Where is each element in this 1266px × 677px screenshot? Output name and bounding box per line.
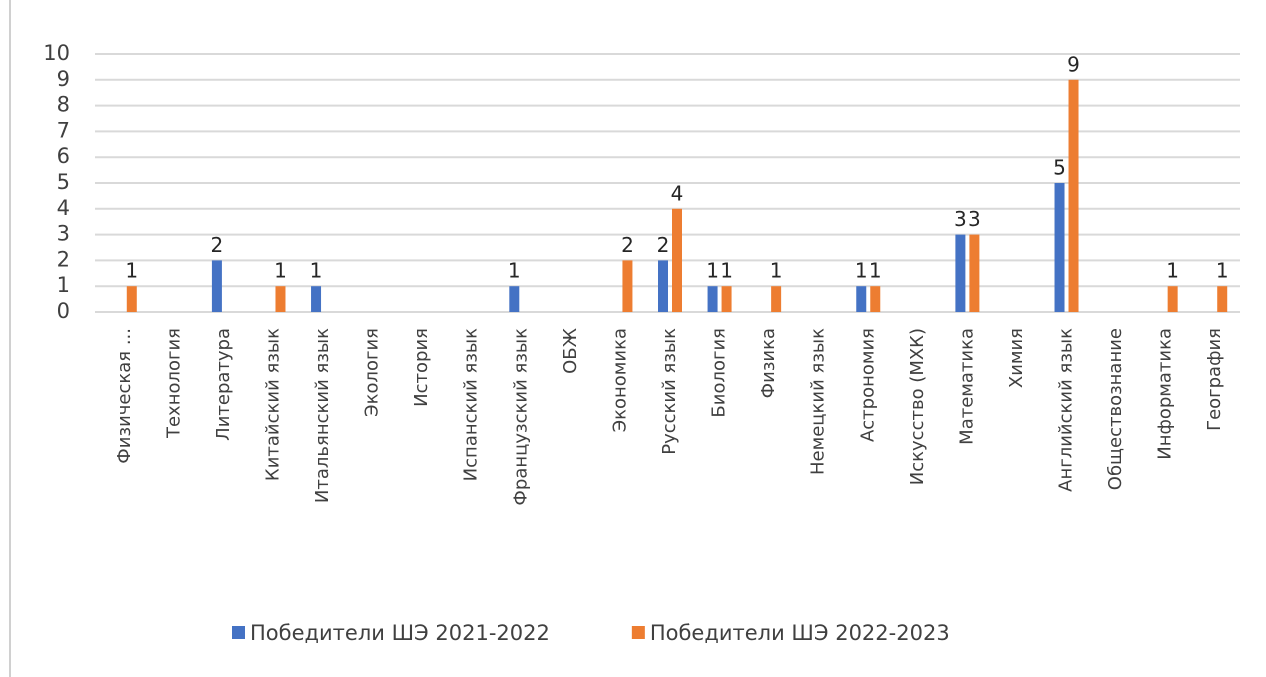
legend-swatch — [631, 626, 645, 639]
x-tick-label: Экология — [362, 328, 383, 417]
y-tick-label: 10 — [43, 41, 70, 65]
bar — [658, 260, 668, 312]
data-label: 4 — [671, 181, 684, 205]
bar — [275, 286, 286, 312]
x-tick-label: География — [1204, 328, 1225, 431]
data-label: 1 — [310, 259, 323, 283]
x-tick-label: Информатика — [1155, 328, 1176, 460]
y-tick-label: 8 — [57, 93, 70, 117]
bar — [211, 260, 222, 312]
data-label: 2 — [621, 233, 634, 257]
x-tick-label: Математика — [956, 328, 977, 445]
bar — [707, 286, 718, 312]
bar — [771, 286, 782, 312]
data-label: 5 — [1053, 156, 1066, 180]
bar — [672, 208, 682, 312]
bar — [1054, 183, 1065, 312]
y-tick-label: 2 — [57, 247, 70, 271]
bar — [969, 234, 980, 312]
x-tick-label: Английский язык — [1056, 328, 1077, 492]
bar — [622, 260, 633, 312]
x-tick-label: Обществознание — [1105, 328, 1126, 490]
y-tick-label: 3 — [57, 222, 70, 246]
bar — [721, 286, 732, 312]
bar — [509, 286, 520, 312]
data-label: 2 — [657, 233, 670, 257]
bar — [1167, 286, 1178, 312]
y-tick-label: 6 — [57, 144, 70, 168]
y-tick-label: 4 — [57, 196, 70, 220]
data-label: 1 — [720, 259, 733, 283]
x-tick-label: Астрономия — [857, 328, 878, 442]
x-tick-label: Немецкий язык — [808, 328, 829, 475]
x-tick-label: Физическая ... — [114, 328, 135, 464]
x-tick-label: Экономика — [609, 328, 630, 432]
x-tick-label: Биология — [709, 328, 730, 418]
bar — [870, 286, 881, 312]
y-tick-label: 1 — [57, 273, 70, 297]
x-tick-label: Искусство (МХК) — [907, 328, 928, 485]
x-tick-label: История — [411, 328, 432, 407]
bar — [126, 286, 137, 312]
y-tick-label: 0 — [57, 299, 70, 323]
data-label: 1 — [274, 259, 287, 283]
data-label: 9 — [1067, 52, 1080, 76]
y-tick-label: 7 — [57, 118, 70, 142]
x-tick-label: Литература — [213, 328, 234, 441]
data-label: 1 — [1166, 259, 1179, 283]
legend-swatch — [232, 626, 245, 639]
bar — [1068, 79, 1079, 312]
x-tick-label: Химия — [1006, 328, 1027, 388]
bar — [1217, 286, 1228, 312]
y-tick-label: 9 — [57, 67, 70, 91]
data-label: 1 — [508, 259, 521, 283]
data-label: 1 — [855, 259, 868, 283]
legend-label: Победители ШЭ 2021-2022 — [250, 621, 550, 645]
data-label: 3 — [968, 207, 981, 231]
x-tick-label: Физика — [758, 328, 779, 398]
x-tick-label: Французский язык — [510, 328, 531, 506]
data-label: 1 — [706, 259, 719, 283]
data-label: 2 — [211, 233, 224, 257]
x-tick-label: Китайский язык — [262, 328, 283, 481]
x-tick-label: ОБЖ — [560, 327, 581, 374]
x-tick-label: Технология — [163, 328, 184, 439]
data-label: 1 — [770, 259, 783, 283]
legend-label: Победители ШЭ 2022-2023 — [650, 621, 950, 645]
y-tick-label: 5 — [57, 170, 70, 194]
data-label: 1 — [125, 259, 138, 283]
x-tick-label: Испанский язык — [461, 328, 482, 481]
x-tick-label: Итальянский язык — [312, 328, 333, 503]
x-tick-label: Русский язык — [659, 328, 680, 455]
data-label: 1 — [869, 259, 882, 283]
bar — [955, 234, 966, 312]
data-label: 1 — [1216, 259, 1229, 283]
data-label: 3 — [954, 207, 967, 231]
bar — [311, 286, 322, 312]
bar — [856, 286, 867, 312]
